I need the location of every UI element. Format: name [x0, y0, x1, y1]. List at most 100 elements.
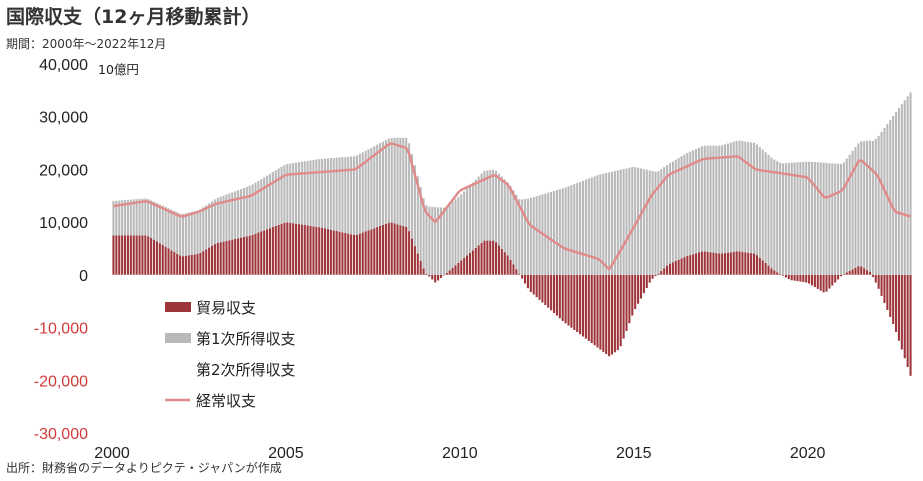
- primary-income-bar: [689, 151, 692, 256]
- trade-bar: [448, 270, 451, 275]
- secondary-income-bar: [268, 274, 272, 282]
- primary-income-bar: [625, 168, 628, 275]
- trade-bar: [579, 274, 582, 335]
- secondary-income-bar: [796, 281, 799, 294]
- primary-income-bar: [506, 182, 509, 256]
- trade-bar: [312, 226, 315, 275]
- x-tick-label: 2015: [616, 445, 652, 462]
- trade-bar: [587, 274, 590, 341]
- primary-income-bar: [315, 159, 318, 227]
- primary-income-bar: [842, 162, 845, 275]
- trade-bar: [805, 274, 808, 283]
- trade-bar: [654, 274, 657, 277]
- primary-income-bar: [170, 209, 173, 251]
- secondary-income-bar: [199, 274, 202, 282]
- trade-bar: [558, 274, 561, 319]
- secondary-income-bar: [376, 274, 379, 283]
- trade-bar: [625, 274, 628, 331]
- trade-bar: [616, 274, 619, 351]
- primary-income-bar: [726, 143, 729, 253]
- secondary-income-bar: [642, 293, 645, 304]
- trade-bar: [573, 274, 576, 330]
- trade-bar: [402, 226, 405, 275]
- trade-bar: [193, 254, 196, 275]
- trade-bar: [700, 251, 703, 275]
- primary-income-bar: [732, 141, 735, 252]
- primary-income-bar: [500, 176, 503, 249]
- primary-income-bar: [703, 145, 706, 252]
- trade-bar: [526, 274, 529, 289]
- trade-bar: [364, 231, 367, 275]
- secondary-income-bar: [871, 277, 874, 290]
- secondary-income-bar: [384, 274, 387, 283]
- primary-income-bar: [790, 162, 793, 275]
- secondary-income-bar: [622, 338, 625, 349]
- secondary-income-bar: [370, 274, 373, 283]
- primary-income-bar: [555, 190, 558, 275]
- trade-bar: [477, 245, 480, 275]
- trade-bar: [289, 222, 292, 275]
- primary-income-bar: [715, 145, 718, 254]
- secondary-income-bar: [338, 274, 341, 283]
- primary-income-bar: [326, 158, 329, 230]
- primary-income-bar: [466, 188, 469, 256]
- primary-income-bar: [329, 158, 332, 230]
- primary-income-bar: [463, 191, 466, 258]
- trade-bar: [295, 223, 298, 275]
- trade-bar: [239, 237, 243, 275]
- secondary-income-bar: [576, 332, 579, 343]
- primary-income-bar: [303, 161, 306, 225]
- secondary-income-bar: [297, 274, 300, 282]
- trade-bar: [222, 241, 225, 275]
- primary-income-bar: [321, 158, 324, 228]
- primary-income-bar: [158, 204, 161, 244]
- secondary-income-bar: [187, 274, 190, 281]
- primary-income-bar: [268, 173, 272, 229]
- secondary-income-bar: [442, 275, 445, 285]
- trade-bar: [735, 251, 738, 275]
- secondary-income-bar: [373, 274, 376, 283]
- secondary-income-bar: [483, 274, 486, 284]
- primary-income-bar: [750, 142, 753, 254]
- secondary-income-bar: [851, 274, 854, 288]
- primary-income-bar: [237, 190, 240, 239]
- trade-bar: [367, 230, 370, 275]
- primary-income-bar: [318, 159, 321, 228]
- secondary-income-bar: [205, 274, 208, 282]
- trade-bar: [761, 260, 764, 275]
- trade-bar: [660, 270, 663, 275]
- secondary-income-bar: [124, 274, 127, 281]
- primary-income-bar: [561, 188, 564, 275]
- secondary-income-bar: [692, 274, 695, 286]
- trade-bar: [306, 225, 309, 275]
- secondary-income-bar: [892, 324, 895, 338]
- secondary-income-bar: [176, 274, 179, 281]
- primary-income-bar: [808, 161, 811, 275]
- primary-income-bar: [167, 208, 170, 249]
- secondary-income-bar: [347, 274, 350, 283]
- secondary-income-bar: [808, 283, 811, 296]
- primary-income-bar: [828, 163, 831, 275]
- primary-income-bar: [335, 157, 338, 232]
- secondary-income-bar: [628, 323, 631, 334]
- trade-bar: [842, 274, 845, 275]
- primary-income-bar: [692, 150, 695, 255]
- secondary-income-bar: [208, 274, 211, 282]
- secondary-income-bar: [318, 274, 321, 283]
- trade-bar: [854, 267, 857, 275]
- trade-bar: [892, 274, 895, 325]
- secondary-income-bar: [332, 274, 335, 283]
- secondary-income-bar: [561, 320, 564, 331]
- trade-bar: [680, 258, 683, 275]
- trade-bar: [439, 274, 443, 278]
- trade-bar: [135, 235, 138, 275]
- primary-income-bar: [810, 161, 814, 275]
- trade-bar: [871, 274, 874, 278]
- secondary-income-bar: [352, 274, 356, 283]
- trade-bar: [897, 274, 900, 341]
- secondary-income-bar: [564, 323, 567, 334]
- secondary-income-bar: [295, 274, 298, 282]
- primary-income-bar: [709, 145, 712, 253]
- secondary-income-bar: [239, 274, 243, 282]
- primary-income-bar: [868, 140, 872, 273]
